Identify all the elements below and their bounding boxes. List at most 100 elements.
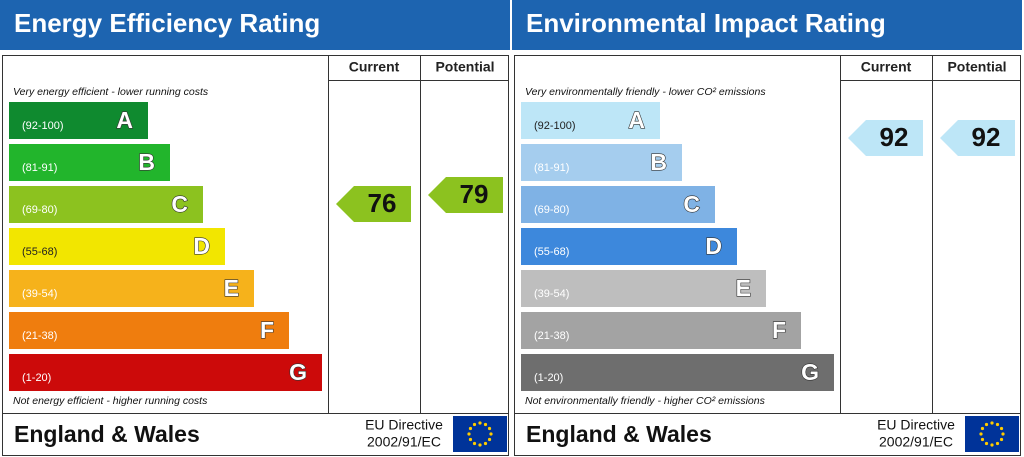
table-border (514, 55, 1021, 456)
rating-band (9, 270, 254, 307)
flag-star (489, 432, 493, 436)
band-range: (21-38) (22, 330, 57, 342)
flag-star (472, 422, 477, 427)
potential-arrow (940, 120, 1015, 156)
flag-star (980, 426, 985, 431)
potential-value: 79 (460, 179, 489, 209)
flag-star (999, 426, 1004, 431)
band-letter: C (171, 191, 188, 217)
rating-band (9, 102, 148, 139)
band-range: (55-68) (534, 246, 569, 258)
directive-line-2: 2002/91/EC (367, 434, 441, 450)
flag-star (990, 421, 994, 425)
flag-star (487, 437, 492, 442)
band-range: (92-100) (534, 120, 576, 132)
potential-header: Potential (947, 59, 1006, 75)
band-letter: E (736, 275, 751, 301)
flag-star (483, 441, 488, 446)
flag-star (1001, 432, 1005, 436)
band-range: (69-80) (534, 204, 569, 216)
flag-star (984, 441, 989, 446)
potential-arrow (428, 177, 503, 213)
directive-line-1: EU Directive (877, 417, 955, 433)
table (2, 55, 509, 456)
band-letter: D (193, 233, 210, 259)
current-value: 76 (368, 188, 397, 218)
table (514, 55, 1021, 456)
flag-star (984, 422, 989, 427)
flag-star (468, 426, 473, 431)
band-letter: D (705, 233, 722, 259)
flag-star (980, 437, 985, 442)
band-range: (39-54) (22, 288, 57, 300)
band-letter: C (683, 191, 700, 217)
flag-star (478, 443, 482, 447)
header-bar (0, 0, 510, 50)
rating-band (9, 312, 289, 349)
band-range: (92-100) (22, 120, 64, 132)
flag-star (999, 437, 1004, 442)
band-range: (1-20) (22, 372, 51, 384)
flag-star (995, 441, 1000, 446)
flag-star (483, 422, 488, 427)
eu-flag (965, 416, 1019, 452)
band-letter: G (801, 359, 819, 385)
region: England & Wales (526, 421, 712, 447)
panel-title: Environmental Impact Rating (526, 8, 886, 38)
top-note: Very environmentally friendly - lower CO… (525, 86, 766, 98)
current-value: 92 (880, 122, 909, 152)
rating-band (521, 102, 660, 139)
region: England & Wales (14, 421, 200, 447)
band-range: (39-54) (534, 288, 569, 300)
rating-band (9, 228, 225, 265)
rating-band (521, 144, 682, 181)
band-range: (21-38) (534, 330, 569, 342)
flag-star (990, 443, 994, 447)
bottom-note: Not environmentally friendly - higher CO… (525, 395, 766, 407)
directive-line-1: EU Directive (365, 417, 443, 433)
flag-star (995, 422, 1000, 427)
band-range: (55-68) (22, 246, 57, 258)
flag-star (472, 441, 477, 446)
current-header: Current (861, 59, 912, 75)
band-letter: A (116, 107, 133, 133)
flag-star (487, 426, 492, 431)
rating-band (521, 312, 801, 349)
potential-header: Potential (435, 59, 494, 75)
header-bar (512, 0, 1022, 50)
rating-band (521, 354, 834, 391)
band-letter: B (650, 149, 667, 175)
rating-band (521, 186, 715, 223)
potential-value: 92 (972, 122, 1001, 152)
band-letter: F (772, 317, 786, 343)
current-arrow (848, 120, 923, 156)
current-header: Current (349, 59, 400, 75)
band-letter: F (260, 317, 274, 343)
rating-band (9, 186, 203, 223)
flag-star (478, 421, 482, 425)
band-letter: G (289, 359, 307, 385)
table-border (2, 55, 509, 456)
band-range: (1-20) (534, 372, 563, 384)
rating-band (521, 228, 737, 265)
flag-star (468, 437, 473, 442)
band-letter: E (224, 275, 239, 301)
band-letter: A (628, 107, 645, 133)
rating-band (9, 144, 170, 181)
rating-band (521, 270, 766, 307)
band-range: (81-91) (22, 162, 57, 174)
rating-band (9, 354, 322, 391)
directive-line-2: 2002/91/EC (879, 434, 953, 450)
band-range: (81-91) (534, 162, 569, 174)
flag-star (467, 432, 471, 436)
eu-flag (453, 416, 507, 452)
bottom-note: Not energy efficient - higher running co… (13, 395, 208, 407)
panel-title: Energy Efficiency Rating (14, 8, 320, 38)
top-note: Very energy efficient - lower running co… (13, 86, 209, 98)
flag-star (979, 432, 983, 436)
band-letter: B (138, 149, 155, 175)
band-range: (69-80) (22, 204, 57, 216)
current-arrow (336, 186, 411, 222)
